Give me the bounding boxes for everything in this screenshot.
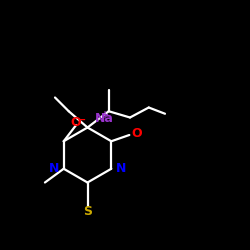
Text: S: S bbox=[83, 205, 92, 218]
Text: N: N bbox=[116, 162, 126, 175]
Text: O: O bbox=[71, 116, 82, 130]
Text: N: N bbox=[49, 162, 59, 175]
Text: +: + bbox=[101, 110, 109, 120]
Text: Na: Na bbox=[95, 112, 114, 125]
Text: O: O bbox=[132, 127, 142, 140]
Text: −: − bbox=[78, 114, 86, 124]
